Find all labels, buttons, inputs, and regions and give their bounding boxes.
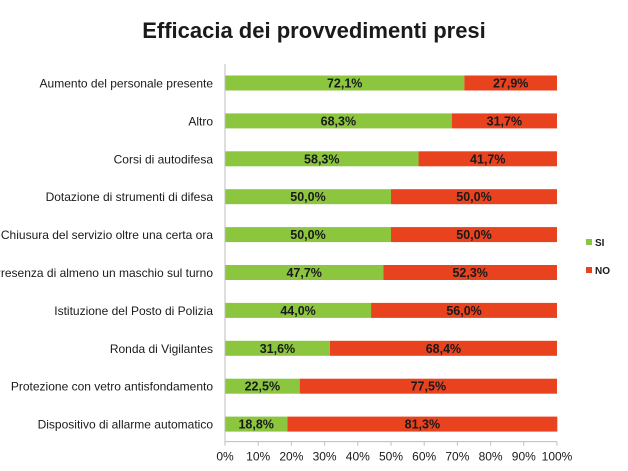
bar-segment-si bbox=[225, 227, 391, 243]
category-label: Dotazione di strumenti di difesa bbox=[46, 190, 214, 204]
bar-segment-si bbox=[225, 113, 452, 129]
category-label: Corsi di autodifesa bbox=[114, 152, 214, 166]
data-label: 68,4% bbox=[426, 342, 461, 356]
data-label: 72,1% bbox=[327, 77, 362, 91]
data-label: 31,7% bbox=[487, 114, 522, 128]
data-label: 58,3% bbox=[304, 152, 339, 166]
data-label: 50,0% bbox=[456, 228, 491, 242]
data-label: 18,8% bbox=[238, 418, 273, 432]
x-tick-label: 20% bbox=[279, 450, 303, 464]
legend-label-si: SI bbox=[595, 238, 605, 249]
bar-segment-si bbox=[225, 378, 300, 394]
x-tick-label: 60% bbox=[412, 450, 436, 464]
x-tick-label: 0% bbox=[216, 450, 234, 464]
bar-segment-no bbox=[329, 340, 557, 356]
bar-segment-no bbox=[287, 416, 558, 432]
bar-segment-no bbox=[391, 227, 557, 243]
data-label: 52,3% bbox=[452, 266, 487, 280]
category-label: Ronda di Vigilantes bbox=[110, 342, 213, 356]
category-label: Aumento del personale presente bbox=[40, 77, 214, 91]
data-label: 81,3% bbox=[405, 418, 440, 432]
data-label: 50,0% bbox=[456, 190, 491, 204]
chart-title: Efficacia dei provvedimenti presi bbox=[142, 18, 486, 43]
data-label: 47,7% bbox=[286, 266, 321, 280]
data-label: 77,5% bbox=[411, 380, 446, 394]
category-label: Presenza di almeno un maschio sul turno bbox=[0, 266, 213, 280]
data-label: 22,5% bbox=[245, 380, 280, 394]
category-label: Altro bbox=[188, 114, 213, 128]
category-label: Protezione con vetro antisfondamento bbox=[11, 380, 213, 394]
bar-segment-si bbox=[225, 340, 330, 356]
bar-segment-no bbox=[418, 151, 557, 167]
data-label: 27,9% bbox=[493, 77, 528, 91]
x-tick-label: 70% bbox=[445, 450, 469, 464]
bar-segment-si bbox=[225, 151, 419, 167]
data-label: 44,0% bbox=[280, 304, 315, 318]
data-label: 41,7% bbox=[470, 152, 505, 166]
bar-segment-si bbox=[225, 416, 288, 432]
x-tick-label: 40% bbox=[346, 450, 370, 464]
data-label: 50,0% bbox=[290, 228, 325, 242]
x-tick-label: 80% bbox=[479, 450, 503, 464]
category-label: Dispositivo di allarme automatico bbox=[38, 418, 214, 432]
bar-segment-no bbox=[371, 302, 557, 318]
bar-segment-si bbox=[225, 75, 465, 91]
data-label: 50,0% bbox=[290, 190, 325, 204]
bar-segment-no bbox=[299, 378, 557, 394]
x-tick-label: 90% bbox=[512, 450, 536, 464]
x-tick-label: 50% bbox=[379, 450, 403, 464]
category-label: Istituzione del Posto di Polizia bbox=[54, 304, 213, 318]
bar-segment-si bbox=[225, 265, 384, 280]
bar-segment-no bbox=[391, 189, 557, 205]
bar-segment-no bbox=[383, 265, 557, 280]
category-label: Chiusura del servizio oltre una certa or… bbox=[1, 228, 213, 242]
bar-segment-si bbox=[225, 302, 372, 318]
x-tick-label: 100% bbox=[542, 450, 573, 464]
data-label: 68,3% bbox=[321, 114, 356, 128]
bar-segment-no bbox=[464, 75, 557, 91]
legend-swatch-si bbox=[586, 239, 592, 245]
legend-label-no: NO bbox=[595, 266, 610, 277]
data-label: 56,0% bbox=[446, 304, 481, 318]
legend: SI NO bbox=[586, 238, 610, 277]
x-tick-label: 10% bbox=[246, 450, 270, 464]
legend-swatch-no bbox=[586, 267, 592, 273]
bar-segment-si bbox=[225, 189, 391, 205]
x-tick-label: 30% bbox=[313, 450, 337, 464]
bar-segment-no bbox=[451, 113, 557, 129]
data-label: 31,6% bbox=[260, 342, 295, 356]
plot-area: Aumento del personale presente 72,1% 27,9%… bbox=[0, 64, 573, 464]
